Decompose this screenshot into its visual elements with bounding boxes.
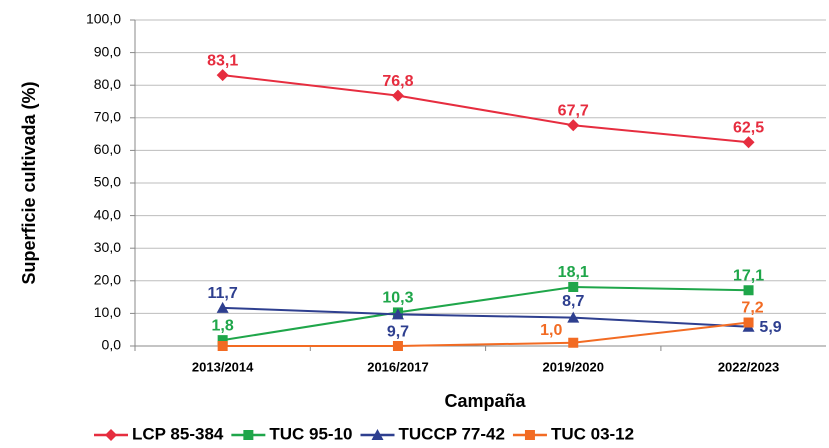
series-line [222, 306, 749, 328]
data-label: 67,7 [558, 103, 589, 120]
y-axis-title: Superficie cultivada (%) [19, 81, 39, 284]
point [216, 301, 229, 313]
point [216, 69, 229, 82]
data-label: 83,1 [207, 52, 238, 69]
legend-label: LCP 85-384 [132, 424, 224, 443]
series-line [222, 321, 749, 347]
point [568, 337, 579, 348]
legend-label: TUCCP 77-42 [399, 424, 505, 443]
x-tick-label: 2022/2023 [718, 359, 779, 374]
legend-marker [105, 429, 117, 441]
point [391, 308, 404, 320]
point [217, 335, 228, 346]
point [567, 311, 580, 323]
point [391, 89, 404, 102]
y-tick-label: 70,0 [94, 109, 121, 125]
point [568, 281, 579, 292]
x-tick-label: 2019/2020 [543, 359, 604, 374]
y-tick-label: 0,0 [102, 337, 122, 353]
legend-marker [243, 430, 254, 440]
data-label: 5,9 [759, 319, 781, 336]
legend-marker [524, 430, 535, 440]
legend-marker [371, 429, 384, 440]
data-label: 11,7 [208, 285, 238, 302]
data-label: 17,1 [733, 267, 764, 284]
legend-label: TUC 95-10 [269, 424, 352, 443]
data-label: 10,3 [382, 290, 413, 307]
y-tick-label: 30,0 [94, 239, 121, 255]
data-label: 62,5 [733, 119, 764, 136]
point [567, 119, 580, 132]
series-line [222, 285, 749, 342]
y-tick-label: 20,0 [94, 272, 121, 288]
y-tick-label: 50,0 [94, 174, 121, 190]
series-line [222, 74, 749, 144]
point [743, 317, 754, 328]
data-label: 9,7 [387, 324, 409, 341]
data-label: 7,2 [741, 300, 763, 317]
data-label: 1,8 [212, 317, 234, 334]
point [743, 285, 754, 296]
point [742, 136, 755, 149]
y-tick-label: 90,0 [94, 43, 121, 59]
data-label: 76,8 [382, 73, 413, 90]
data-label: 1,0 [540, 322, 562, 339]
x-tick-label: 2013/2014 [192, 359, 254, 374]
x-tick-label: 2016/2017 [367, 359, 428, 374]
y-tick-label: 100,0 [86, 11, 121, 27]
point [217, 341, 228, 351]
y-tick-label: 60,0 [94, 141, 121, 157]
x-axis-title: Campaña [444, 391, 526, 411]
y-tick-label: 80,0 [94, 76, 121, 92]
y-tick-label: 40,0 [94, 206, 121, 222]
data-label: 8,7 [562, 293, 584, 310]
y-tick-label: 10,0 [94, 304, 121, 320]
legend-label: TUC 03-12 [551, 424, 634, 443]
data-label: 18,1 [558, 264, 589, 281]
point [392, 341, 403, 351]
